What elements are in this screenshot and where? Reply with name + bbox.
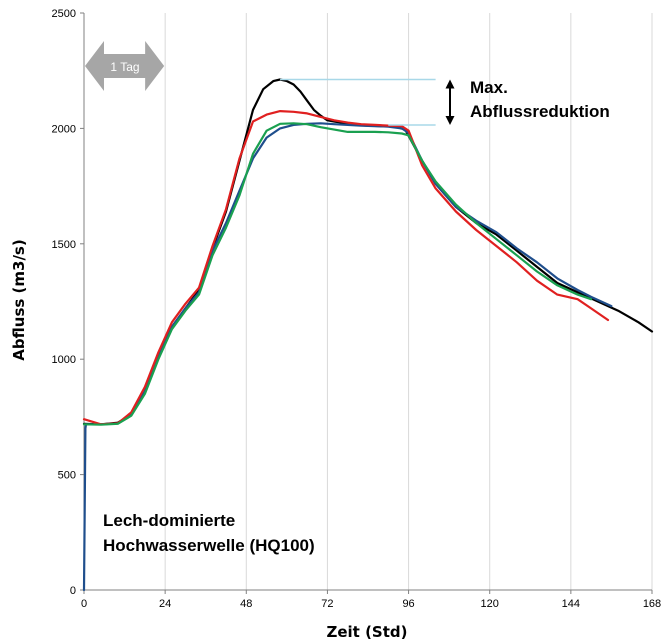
y-tick-label: 2000 [52, 123, 76, 135]
annotations: Max. Abflussreduktion 1 Tag Lech-dominie… [85, 41, 610, 555]
reduction-arrow-head-down [445, 115, 455, 125]
x-tick-label: 48 [240, 598, 252, 610]
series-line-3 [82, 109, 610, 426]
grid-lines [164, 13, 653, 590]
series-lines [82, 78, 654, 592]
x-tick-label: 96 [402, 598, 414, 610]
reduction-arrow-head-up [445, 79, 455, 89]
wave-label-line1: Lech-dominierte [103, 511, 235, 530]
wave-label-line2: Hochwasserwelle (HQ100) [103, 536, 315, 555]
y-tick-label: 1000 [52, 354, 76, 366]
x-tick-labels: 0 24 48 72 96 120 144 168 [81, 598, 661, 610]
x-tick-label: 120 [481, 598, 499, 610]
y-axis-title: Abfluss (m3/s) [10, 239, 28, 360]
reduction-label-line1: Max. [470, 78, 508, 97]
one-day-arrow-icon [85, 41, 165, 91]
series-line-4 [82, 122, 593, 426]
y-tick-label: 500 [58, 470, 76, 482]
x-tick-label: 72 [321, 598, 333, 610]
x-tick-label: 0 [81, 598, 87, 610]
x-tick-label: 144 [562, 598, 580, 610]
x-tick-label: 168 [643, 598, 661, 610]
x-axis-title: Zeit (Std) [326, 623, 407, 641]
y-tick-label: 2500 [52, 8, 76, 20]
y-tick-labels: 0 500 1000 1500 2000 2500 [52, 8, 76, 597]
y-tick-label: 1500 [52, 239, 76, 251]
axes [80, 12, 653, 594]
reduction-label-line2: Abflussreduktion [470, 102, 610, 121]
y-tick-label: 0 [70, 585, 76, 597]
x-tick-label: 24 [159, 598, 171, 610]
one-day-arrow-label: 1 Tag [110, 60, 139, 74]
